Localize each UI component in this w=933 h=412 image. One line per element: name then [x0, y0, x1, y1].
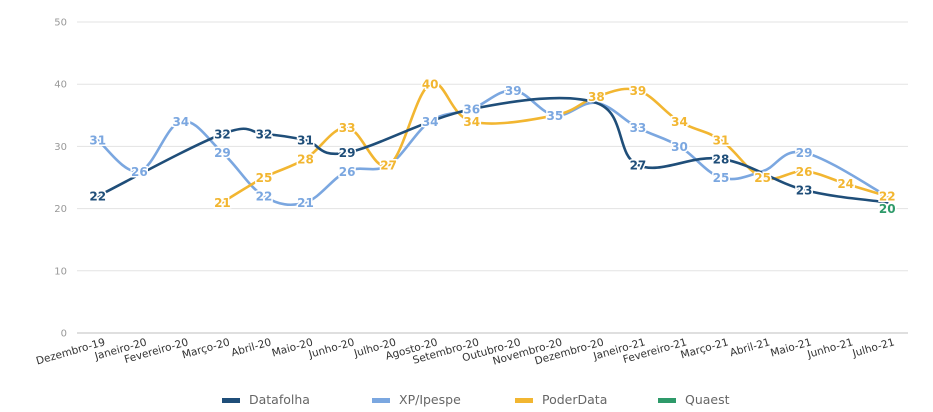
- data-label: 38: [588, 90, 605, 104]
- data-label: 25: [256, 171, 273, 185]
- grid-lines: [77, 21, 908, 334]
- legend-swatch: [658, 398, 676, 403]
- data-label: 21: [214, 196, 231, 210]
- data-label: 32: [256, 127, 273, 141]
- data-label: 22: [879, 190, 896, 204]
- data-label: 23: [796, 183, 813, 197]
- data-label: 34: [671, 115, 688, 129]
- series-line-datafolha: [96, 96, 889, 204]
- data-label: 28: [297, 152, 314, 166]
- x-tick-label: Abril-20: [230, 336, 273, 359]
- data-label: 34: [463, 115, 480, 129]
- legend-swatch: [222, 398, 240, 403]
- data-label: 31: [713, 134, 730, 148]
- y-tick-label: 0: [61, 329, 67, 340]
- data-label: 20: [879, 202, 896, 216]
- data-label: 34: [173, 115, 190, 129]
- legend-label: Datafolha: [249, 392, 310, 407]
- legend-swatch: [515, 398, 533, 403]
- data-label: 28: [713, 152, 730, 166]
- data-label: 40: [422, 78, 439, 92]
- data-label: 27: [380, 159, 397, 173]
- x-tick-label: Março-20: [181, 336, 232, 361]
- data-label: 31: [297, 134, 314, 148]
- x-tick-label: Junho-20: [307, 336, 356, 361]
- data-label: 21: [297, 196, 314, 210]
- data-label: 30: [671, 140, 688, 154]
- data-label: 26: [339, 165, 356, 179]
- data-label: 32: [214, 127, 231, 141]
- data-label: 24: [837, 177, 854, 191]
- x-tick-label: Maio-20: [270, 336, 314, 359]
- series-line-poderdata: [221, 81, 889, 204]
- data-label: 25: [754, 171, 771, 185]
- x-tick-label: Março-21: [679, 336, 730, 361]
- data-label: 33: [339, 121, 356, 135]
- data-label: 35: [546, 109, 563, 123]
- y-tick-label: 30: [54, 142, 67, 153]
- data-label: 22: [256, 190, 273, 204]
- legend: Datafolha XP/Ipespe PoderData Quaest: [222, 392, 730, 407]
- y-tick-label: 50: [54, 18, 67, 29]
- data-label: 36: [463, 103, 480, 117]
- legend-label: Quaest: [685, 392, 730, 407]
- x-tick-label: Junho-21: [805, 336, 854, 361]
- legend-swatch: [372, 398, 390, 403]
- data-label: 29: [339, 146, 356, 160]
- series-lines: [96, 81, 889, 207]
- data-label: 27: [630, 159, 647, 173]
- data-label: 33: [630, 121, 647, 135]
- x-tick-label: Abril-21: [729, 336, 772, 359]
- x-axis: Dezembro-19Janeiro-20Fevereiro-20Março-2…: [35, 336, 896, 367]
- data-label: 26: [796, 165, 813, 179]
- data-label: 29: [796, 146, 813, 160]
- data-label: 39: [505, 84, 522, 98]
- legend-label: XP/Ipespe: [399, 392, 461, 407]
- y-tick-label: 20: [54, 204, 67, 215]
- data-label: 34: [422, 115, 439, 129]
- data-label: 25: [713, 171, 730, 185]
- x-tick-label: Maio-21: [769, 336, 813, 359]
- y-tick-label: 40: [54, 80, 67, 91]
- x-tick-label: Julho-21: [850, 336, 896, 360]
- data-label: 39: [630, 84, 647, 98]
- data-label: 29: [214, 146, 231, 160]
- data-label: 22: [89, 190, 106, 204]
- data-label: 26: [131, 165, 148, 179]
- y-axis: 0 10 20 30 40 50: [54, 18, 67, 340]
- y-tick-label: 10: [54, 266, 67, 277]
- legend-label: PoderData: [542, 392, 607, 407]
- data-label: 31: [89, 134, 106, 148]
